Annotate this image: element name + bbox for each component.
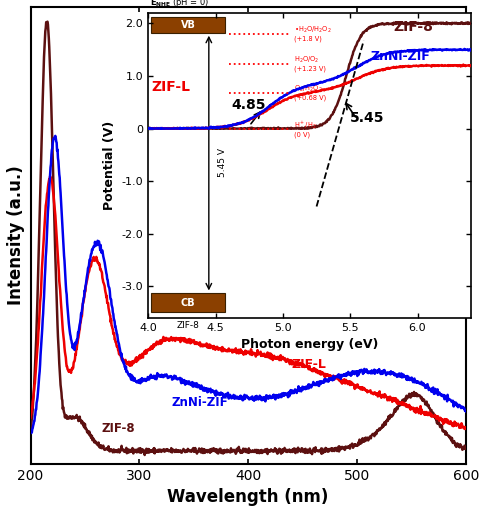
- Text: $\bullet$H$_2$O/H$_2$O$_2$
(+1.8 V): $\bullet$H$_2$O/H$_2$O$_2$ (+1.8 V): [294, 25, 331, 43]
- Text: 5.45: 5.45: [350, 111, 385, 125]
- Text: $\mathbf{E_{NHE}}$ (pH = 0): $\mathbf{E_{NHE}}$ (pH = 0): [150, 0, 209, 9]
- FancyBboxPatch shape: [151, 293, 225, 312]
- Text: ZIF-8: ZIF-8: [176, 321, 199, 330]
- FancyBboxPatch shape: [151, 17, 225, 33]
- Text: 5.45 V: 5.45 V: [218, 148, 227, 177]
- Text: CB: CB: [181, 298, 195, 307]
- Text: 4.85: 4.85: [232, 97, 266, 112]
- Text: ZnNi-ZIF: ZnNi-ZIF: [172, 396, 228, 409]
- Text: O$_2$/H$_2$O$_2$
(+0.68 V): O$_2$/H$_2$O$_2$ (+0.68 V): [294, 84, 326, 102]
- Text: H$^+$/H$_2$
(0 V): H$^+$/H$_2$ (0 V): [294, 120, 316, 138]
- Text: ZIF-8: ZIF-8: [101, 422, 135, 435]
- Y-axis label: Potential (V): Potential (V): [103, 121, 116, 210]
- X-axis label: Wavelength (nm): Wavelength (nm): [168, 488, 329, 506]
- Text: ZIF-L: ZIF-L: [151, 80, 190, 94]
- Text: ZIF-8: ZIF-8: [393, 20, 433, 34]
- Text: ZnNi-ZIF: ZnNi-ZIF: [370, 50, 430, 63]
- Text: H$_2$O/O$_2$
(+1.23 V): H$_2$O/O$_2$ (+1.23 V): [294, 55, 326, 72]
- Text: VB: VB: [180, 20, 195, 30]
- Text: ZIF-L: ZIF-L: [292, 358, 327, 370]
- Y-axis label: Intensity (a.u.): Intensity (a.u.): [7, 165, 25, 305]
- X-axis label: Photon energy (eV): Photon energy (eV): [241, 339, 379, 351]
